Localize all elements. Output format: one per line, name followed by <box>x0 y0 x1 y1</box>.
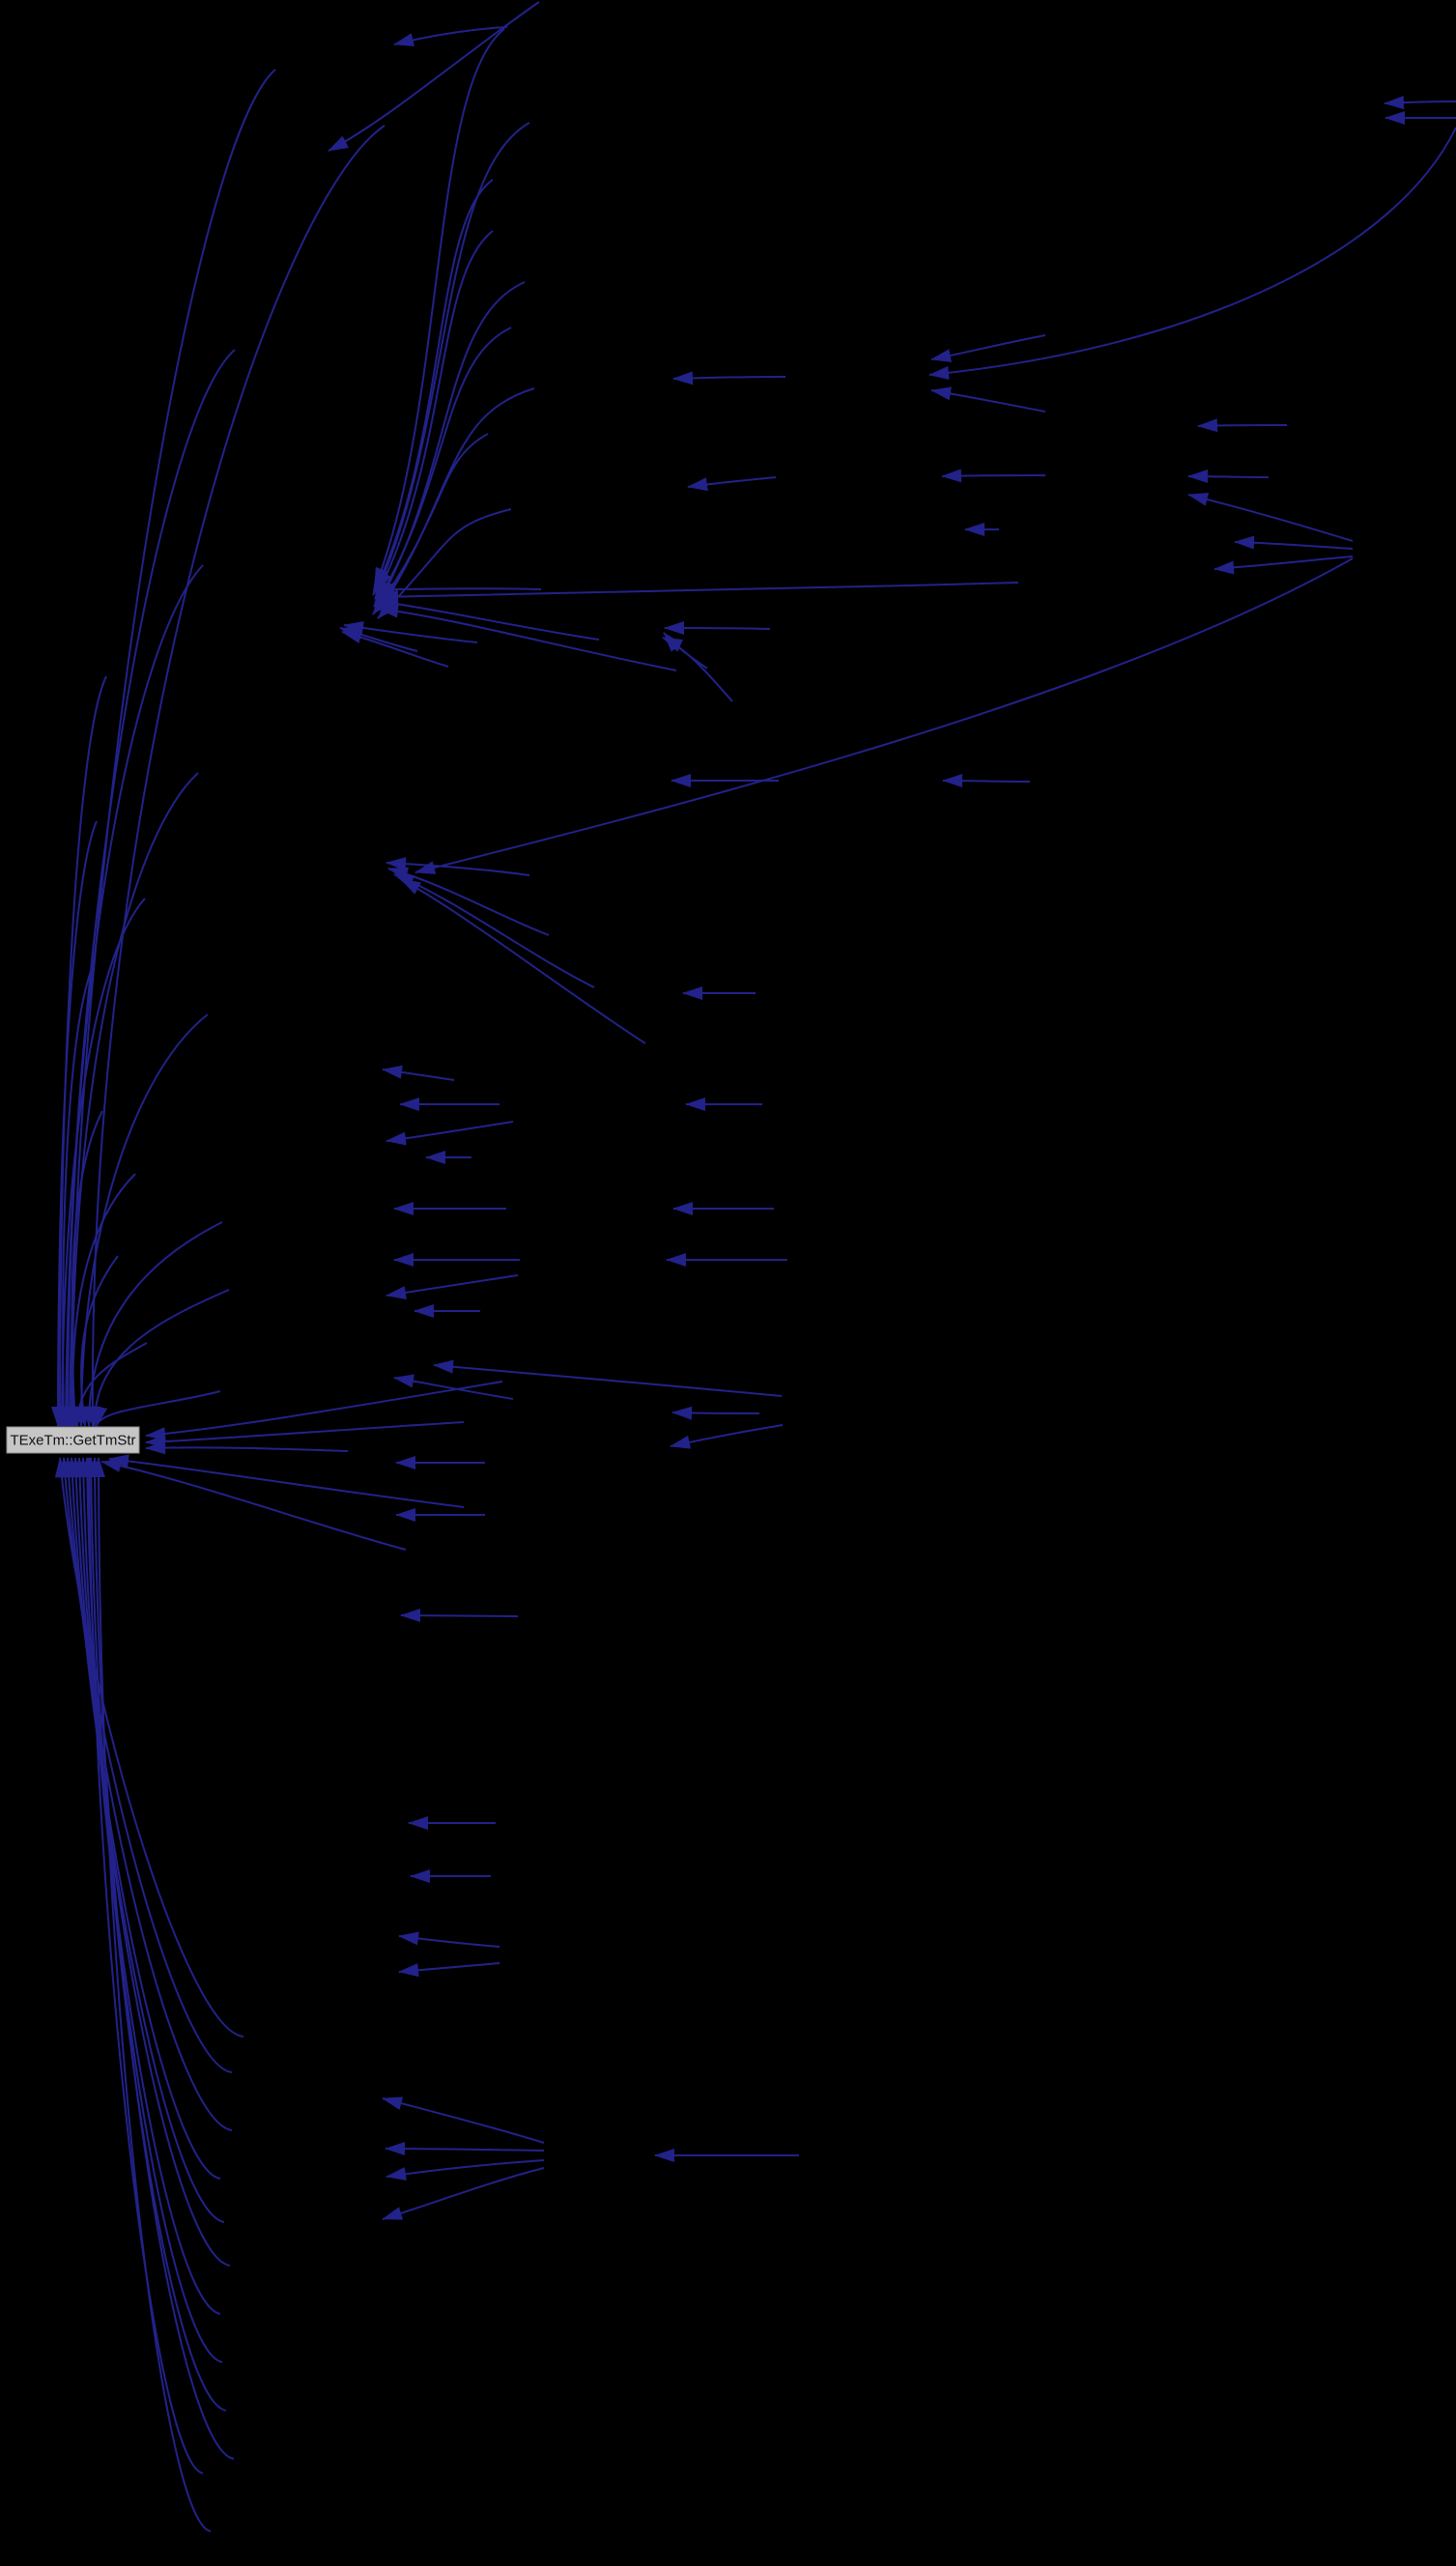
call-edge <box>72 1457 231 2267</box>
call-edge <box>930 334 1046 363</box>
call-edge <box>100 1459 407 1551</box>
call-edge <box>74 1013 209 1427</box>
call-edge <box>53 675 107 1427</box>
call-edge <box>339 627 418 652</box>
call-edge <box>55 898 146 1427</box>
call-edge <box>400 878 646 1044</box>
call-edge <box>372 433 489 615</box>
call-edge <box>663 632 708 670</box>
call-edge <box>664 621 771 636</box>
call-edge <box>433 1359 783 1397</box>
call-edge <box>62 1457 233 2131</box>
call-edge <box>382 2096 545 2144</box>
function-node-box <box>6 1426 140 1454</box>
edges-layer <box>51 1 1456 2532</box>
call-edge <box>379 387 535 612</box>
call-edge <box>54 1457 244 2038</box>
call-edge <box>69 1457 225 2223</box>
call-edge <box>82 1457 204 2474</box>
call-edge <box>385 2142 545 2156</box>
call-edge <box>82 1221 223 1427</box>
call-edge <box>930 386 1046 413</box>
call-edge <box>670 1424 784 1449</box>
call-edge <box>398 1931 500 1948</box>
call-edge <box>328 1 540 152</box>
call-edge <box>378 582 1019 604</box>
call-edge <box>87 1289 230 1427</box>
call-edge <box>61 564 204 1427</box>
call-edge <box>1187 493 1354 542</box>
call-edge <box>385 2159 545 2181</box>
call-edge <box>341 630 449 668</box>
call-edge <box>378 281 526 604</box>
call-edge <box>400 1609 519 1623</box>
call-edge <box>1384 96 1456 110</box>
call-edge <box>382 1065 455 1081</box>
call-edge <box>56 965 94 1427</box>
call-edge <box>88 1457 235 2460</box>
call-edge <box>372 179 494 596</box>
call-edge <box>376 122 530 592</box>
call-edge <box>941 469 1046 483</box>
call-edge <box>145 1381 503 1441</box>
call-edge <box>378 604 677 671</box>
call-edge <box>385 1121 514 1146</box>
call-edge <box>92 1457 212 2532</box>
call-edge <box>94 1390 221 1427</box>
call-edge <box>671 1406 760 1420</box>
function-node-label: TExeTm::GetTmStr <box>10 1433 135 1449</box>
call-edge <box>58 1457 233 2073</box>
call-edge <box>65 1457 221 2180</box>
call-edge <box>1197 418 1288 433</box>
call-edge <box>1187 470 1270 484</box>
call-edge <box>373 327 512 608</box>
call-edge <box>1213 556 1354 575</box>
call-edge <box>374 582 542 596</box>
call-edge <box>343 620 478 643</box>
call-edge <box>385 1274 519 1299</box>
call-edge <box>63 69 276 1427</box>
call-edge <box>374 230 494 600</box>
call-edge <box>687 476 777 492</box>
call-edge <box>67 1110 103 1427</box>
call-edge <box>145 1421 465 1448</box>
call-edge <box>108 1454 465 1508</box>
call-edge <box>942 774 1031 788</box>
call-edge <box>382 2167 545 2220</box>
call-edge <box>85 125 385 1427</box>
call-edge <box>387 867 550 936</box>
call-edge <box>376 596 600 641</box>
call-edge <box>51 820 98 1427</box>
call-edge <box>1234 535 1354 550</box>
call-edge <box>385 857 530 876</box>
call-edge <box>374 28 505 588</box>
call-edge <box>393 873 595 988</box>
call-edge <box>84 1457 227 2411</box>
call-edge <box>414 557 1354 874</box>
call-edge <box>75 1255 119 1427</box>
call-edge <box>65 772 199 1427</box>
call-edge <box>672 371 786 385</box>
call-edge <box>145 1440 349 1455</box>
call-edge <box>393 1374 514 1400</box>
call-edge <box>398 1962 500 1978</box>
call-edge <box>76 1457 221 2315</box>
call-edge <box>928 127 1456 380</box>
call-edge <box>377 508 512 619</box>
call-edge <box>393 26 508 46</box>
